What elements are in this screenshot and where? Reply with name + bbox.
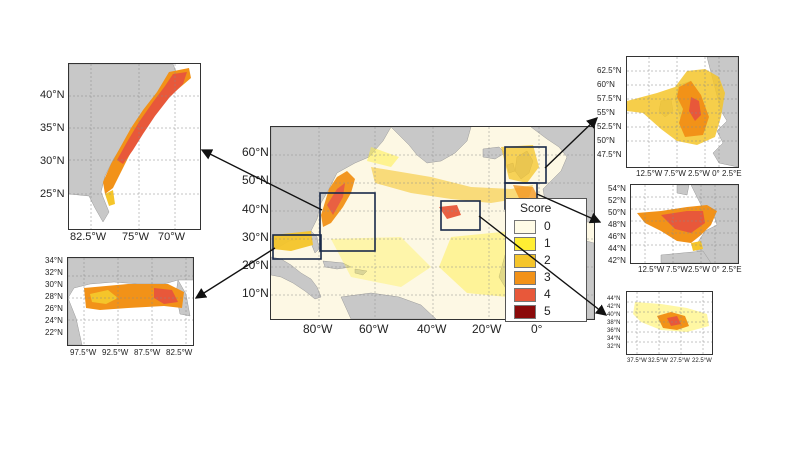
legend-item: 5 (514, 304, 584, 319)
main-lat-label: 60°N (242, 145, 269, 159)
azores-lat-label: 36°N (607, 328, 621, 334)
main-lon-label: 20°W (472, 322, 502, 336)
legend-swatch (514, 237, 536, 251)
biscay-lat-label: 50°N (608, 208, 626, 217)
main-lat-label: 10°N (242, 286, 269, 300)
gulf-lat-label: 26°N (45, 304, 63, 313)
uk-lat-label: 60°N (597, 80, 615, 89)
azores-lat-label: 44°N (607, 296, 621, 302)
legend-label: 5 (544, 304, 551, 318)
legend-item: 3 (514, 270, 584, 285)
inset-us-east-map (68, 63, 201, 230)
legend-swatch (514, 288, 536, 302)
legend-label: 3 (544, 270, 551, 284)
biscay-lon-label: 12.5°W (638, 265, 665, 274)
frame-us-east (319, 192, 376, 252)
azores-lat-label: 38°N (607, 320, 621, 326)
gulf-lat-label: 24°N (45, 316, 63, 325)
biscay-lat-label: 52°N (608, 196, 626, 205)
azores-lat-label: 34°N (607, 336, 621, 342)
main-lat-label: 30°N (242, 230, 269, 244)
uk-lat-label: 57.5°N (597, 94, 622, 103)
main-lon-label: 0° (531, 322, 543, 336)
legend-label: 4 (544, 287, 551, 301)
us-east-lon-label: 70°W (158, 231, 186, 243)
biscay-lat-label: 42°N (608, 256, 626, 265)
gulf-lat-label: 30°N (45, 280, 63, 289)
main-atlantic-map (270, 126, 595, 320)
azores-lat-label: 32°N (607, 344, 621, 350)
uk-lat-label: 50°N (597, 136, 615, 145)
gulf-lat-label: 34°N (45, 256, 63, 265)
main-lon-label: 60°W (359, 322, 389, 336)
score-legend: Score 0 1 2 3 4 5 (505, 198, 587, 322)
inset-gulf-map (67, 257, 194, 346)
uk-lat-label: 47.5°N (597, 150, 622, 159)
us-east-lat-label: 35°N (40, 122, 65, 134)
gulf-lat-label: 28°N (45, 292, 63, 301)
uk-lon-label: 12.5°W (636, 169, 663, 178)
legend-item: 0 (514, 219, 584, 234)
legend-label: 1 (544, 236, 551, 250)
us-east-lat-label: 40°N (40, 89, 65, 101)
legend-item: 1 (514, 236, 584, 251)
legend-swatch (514, 220, 536, 234)
azores-lat-label: 42°N (607, 304, 621, 310)
legend-title: Score (520, 201, 552, 215)
legend-swatch (514, 305, 536, 319)
us-east-lat-label: 30°N (40, 155, 65, 167)
biscay-lat-label: 44°N (608, 244, 626, 253)
uk-lat-label: 62.5°N (597, 66, 622, 75)
inset-uk-map (626, 56, 739, 168)
biscay-lat-label: 48°N (608, 220, 626, 229)
gulf-lat-label: 32°N (45, 268, 63, 277)
gulf-lon-label: 82.5°W (166, 348, 193, 357)
azores-lon-label: 37.5°W (627, 358, 647, 364)
legend-swatch (514, 254, 536, 268)
legend-item: 4 (514, 287, 584, 302)
gulf-lon-label: 87.5°W (134, 348, 161, 357)
legend-label: 2 (544, 253, 551, 267)
uk-lon-label: 2.5°W 0° 2.5°E (688, 169, 742, 178)
inset-biscay-map (630, 184, 739, 264)
biscay-lat-label: 54°N (608, 184, 626, 193)
azores-lat-label: 40°N (607, 312, 621, 318)
frame-gulf (272, 234, 322, 260)
gulf-lon-label: 97.5°W (70, 348, 97, 357)
biscay-lon-label: 7.5°W (666, 265, 688, 274)
uk-lat-label: 55°N (597, 108, 615, 117)
biscay-lat-label: 46°N (608, 232, 626, 241)
azores-lon-label: 22.5°W (692, 358, 712, 364)
us-east-lon-label: 82.5°W (70, 231, 107, 243)
main-lat-label: 50°N (242, 173, 269, 187)
legend-item: 2 (514, 253, 584, 268)
gulf-lat-label: 22°N (45, 328, 63, 337)
us-east-lon-label: 75°W (122, 231, 150, 243)
main-lat-label: 20°N (242, 258, 269, 272)
azores-lon-label: 32.5°W (648, 358, 668, 364)
legend-swatch (514, 271, 536, 285)
uk-lon-label: 7.5°W (664, 169, 686, 178)
main-lon-label: 80°W (303, 322, 333, 336)
uk-lat-label: 52.5°N (597, 122, 622, 131)
azores-lon-label: 27.5°W (670, 358, 690, 364)
gulf-lon-label: 92.5°W (102, 348, 129, 357)
inset-azores-map (626, 291, 713, 355)
legend-label: 0 (544, 219, 551, 233)
us-east-lat-label: 25°N (40, 188, 65, 200)
biscay-lon-label: 2.5°W 0° 2.5°E (688, 265, 742, 274)
main-lat-label: 40°N (242, 202, 269, 216)
main-lon-label: 40°W (417, 322, 447, 336)
